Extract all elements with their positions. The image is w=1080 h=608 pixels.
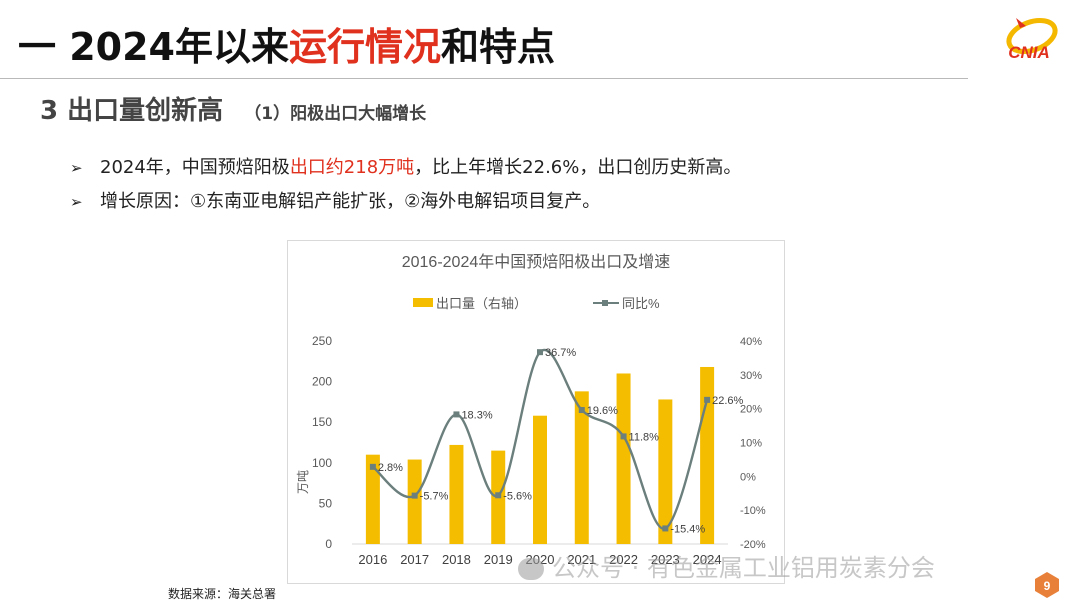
watermark: 公众号 · 有色金属工业铝用炭素分会 <box>518 548 935 583</box>
bullet-text: ，比上年增长22.6%，出口创历史新高。 <box>414 157 742 178</box>
growth-point <box>495 492 502 499</box>
page-number-badge: 9 <box>1035 572 1059 598</box>
growth-point <box>411 492 418 499</box>
x-tick-label: 2023 <box>651 552 680 567</box>
y-right-tick-label: -10% <box>740 505 766 517</box>
growth-point <box>704 396 711 403</box>
growth-data-label: 22.6% <box>712 395 743 407</box>
y-right-tick-label: 0% <box>740 471 756 483</box>
bullet-text: 2024年，中国预焙阳极 <box>100 157 290 178</box>
wechat-icon <box>518 558 544 580</box>
y-left-axis-label: 万吨 <box>296 470 310 494</box>
y-right-tick-label: 40% <box>740 336 762 348</box>
growth-data-label: -5.7% <box>420 491 449 503</box>
title-suffix: 和特点 <box>441 25 556 69</box>
bullet-item: ➢ 增长原因：①东南亚电解铝产能扩张，②海外电解铝项目复产。 <box>70 188 741 222</box>
x-tick-label: 2018 <box>442 552 471 567</box>
section-title: 3 出口量创新高 <box>40 96 224 126</box>
bar <box>533 415 547 544</box>
growth-data-label: 11.8% <box>629 431 660 443</box>
bullet-text: 增长原因：①东南亚电解铝产能扩张，②海外电解铝项目复产。 <box>100 191 601 212</box>
x-tick-label: 2016 <box>358 552 387 567</box>
x-tick-label: 2017 <box>400 552 429 567</box>
arrow-bullet-icon: ➢ <box>70 159 83 177</box>
y-right-tick-label: 10% <box>740 438 762 450</box>
bar <box>700 366 715 544</box>
watermark-text: 公众号 · 有色金属工业铝用炭素分会 <box>552 554 935 582</box>
x-tick-label: 2019 <box>484 552 513 567</box>
section-subtitle: （1）阳极出口大幅增长 <box>244 104 427 124</box>
growth-point <box>620 433 627 440</box>
arrow-bullet-icon: ➢ <box>70 193 83 211</box>
page-number: 9 <box>1044 579 1051 593</box>
growth-point <box>578 407 585 414</box>
y-right-tick-label: 30% <box>740 370 762 382</box>
legend-bar-swatch <box>413 298 433 307</box>
bullet-item: ➢ 2024年，中国预焙阳极出口约218万吨，比上年增长22.6%，出口创历史新高… <box>70 154 741 188</box>
y-left-tick-label: 50 <box>319 496 333 510</box>
growth-data-label: -15.4% <box>670 523 705 535</box>
y-left-tick-label: 250 <box>312 334 332 348</box>
growth-point <box>369 463 376 470</box>
header-divider <box>0 78 968 79</box>
bar <box>616 373 631 544</box>
growth-point <box>453 411 460 418</box>
page-title: 一 2024年以来运行情况和特点 <box>18 16 555 71</box>
y-left-tick-label: 200 <box>312 375 332 389</box>
source-note: 数据来源：海关总署 <box>168 587 277 601</box>
growth-data-label: -5.6% <box>503 490 532 502</box>
x-tick-label: 2022 <box>609 552 638 567</box>
legend-bar-label: 出口量（右轴） <box>436 296 527 311</box>
logo-text: CNIA <box>1008 43 1050 62</box>
legend-line-marker <box>602 300 608 306</box>
bar <box>658 399 673 544</box>
chart-title: 2016-2024年中国预焙阳极出口及增速 <box>402 253 671 271</box>
legend-line-label: 同比% <box>622 296 660 311</box>
chart-container: 2016-2024年中国预焙阳极出口及增速出口量（右轴） 同比% 0 50 100 150… <box>287 240 785 584</box>
growth-data-label: 36.7% <box>545 347 576 359</box>
growth-data-label: 2.8% <box>378 462 403 474</box>
growth-point <box>662 525 669 532</box>
cnia-logo: CNIA <box>1006 17 1058 62</box>
growth-data-label: 19.6% <box>587 405 618 417</box>
bar <box>449 444 464 544</box>
x-tick-label: 2024 <box>693 552 722 567</box>
bar <box>407 459 422 544</box>
y-left-tick-label: 150 <box>312 415 332 429</box>
bar <box>365 454 380 544</box>
bullet-highlight: 出口约218万吨 <box>289 157 415 178</box>
x-tick-label: 2021 <box>567 552 596 567</box>
section-heading: 3 出口量创新高 （1）阳极出口大幅增长 <box>40 90 426 127</box>
growth-data-label: 18.3% <box>461 409 492 421</box>
bar <box>574 391 589 544</box>
title-highlight: 运行情况 <box>289 25 442 69</box>
y-left-tick-label: 0 <box>325 537 332 551</box>
growth-point <box>537 349 543 356</box>
y-left-tick-label: 100 <box>312 456 332 470</box>
y-right-tick-label: 20% <box>740 404 762 416</box>
bullet-list: ➢ 2024年，中国预焙阳极出口约218万吨，比上年增长22.6%，出口创历史新高… <box>70 154 741 222</box>
y-right-tick-label: -20% <box>740 539 766 551</box>
title-prefix: 一 2024年以来 <box>18 25 289 69</box>
